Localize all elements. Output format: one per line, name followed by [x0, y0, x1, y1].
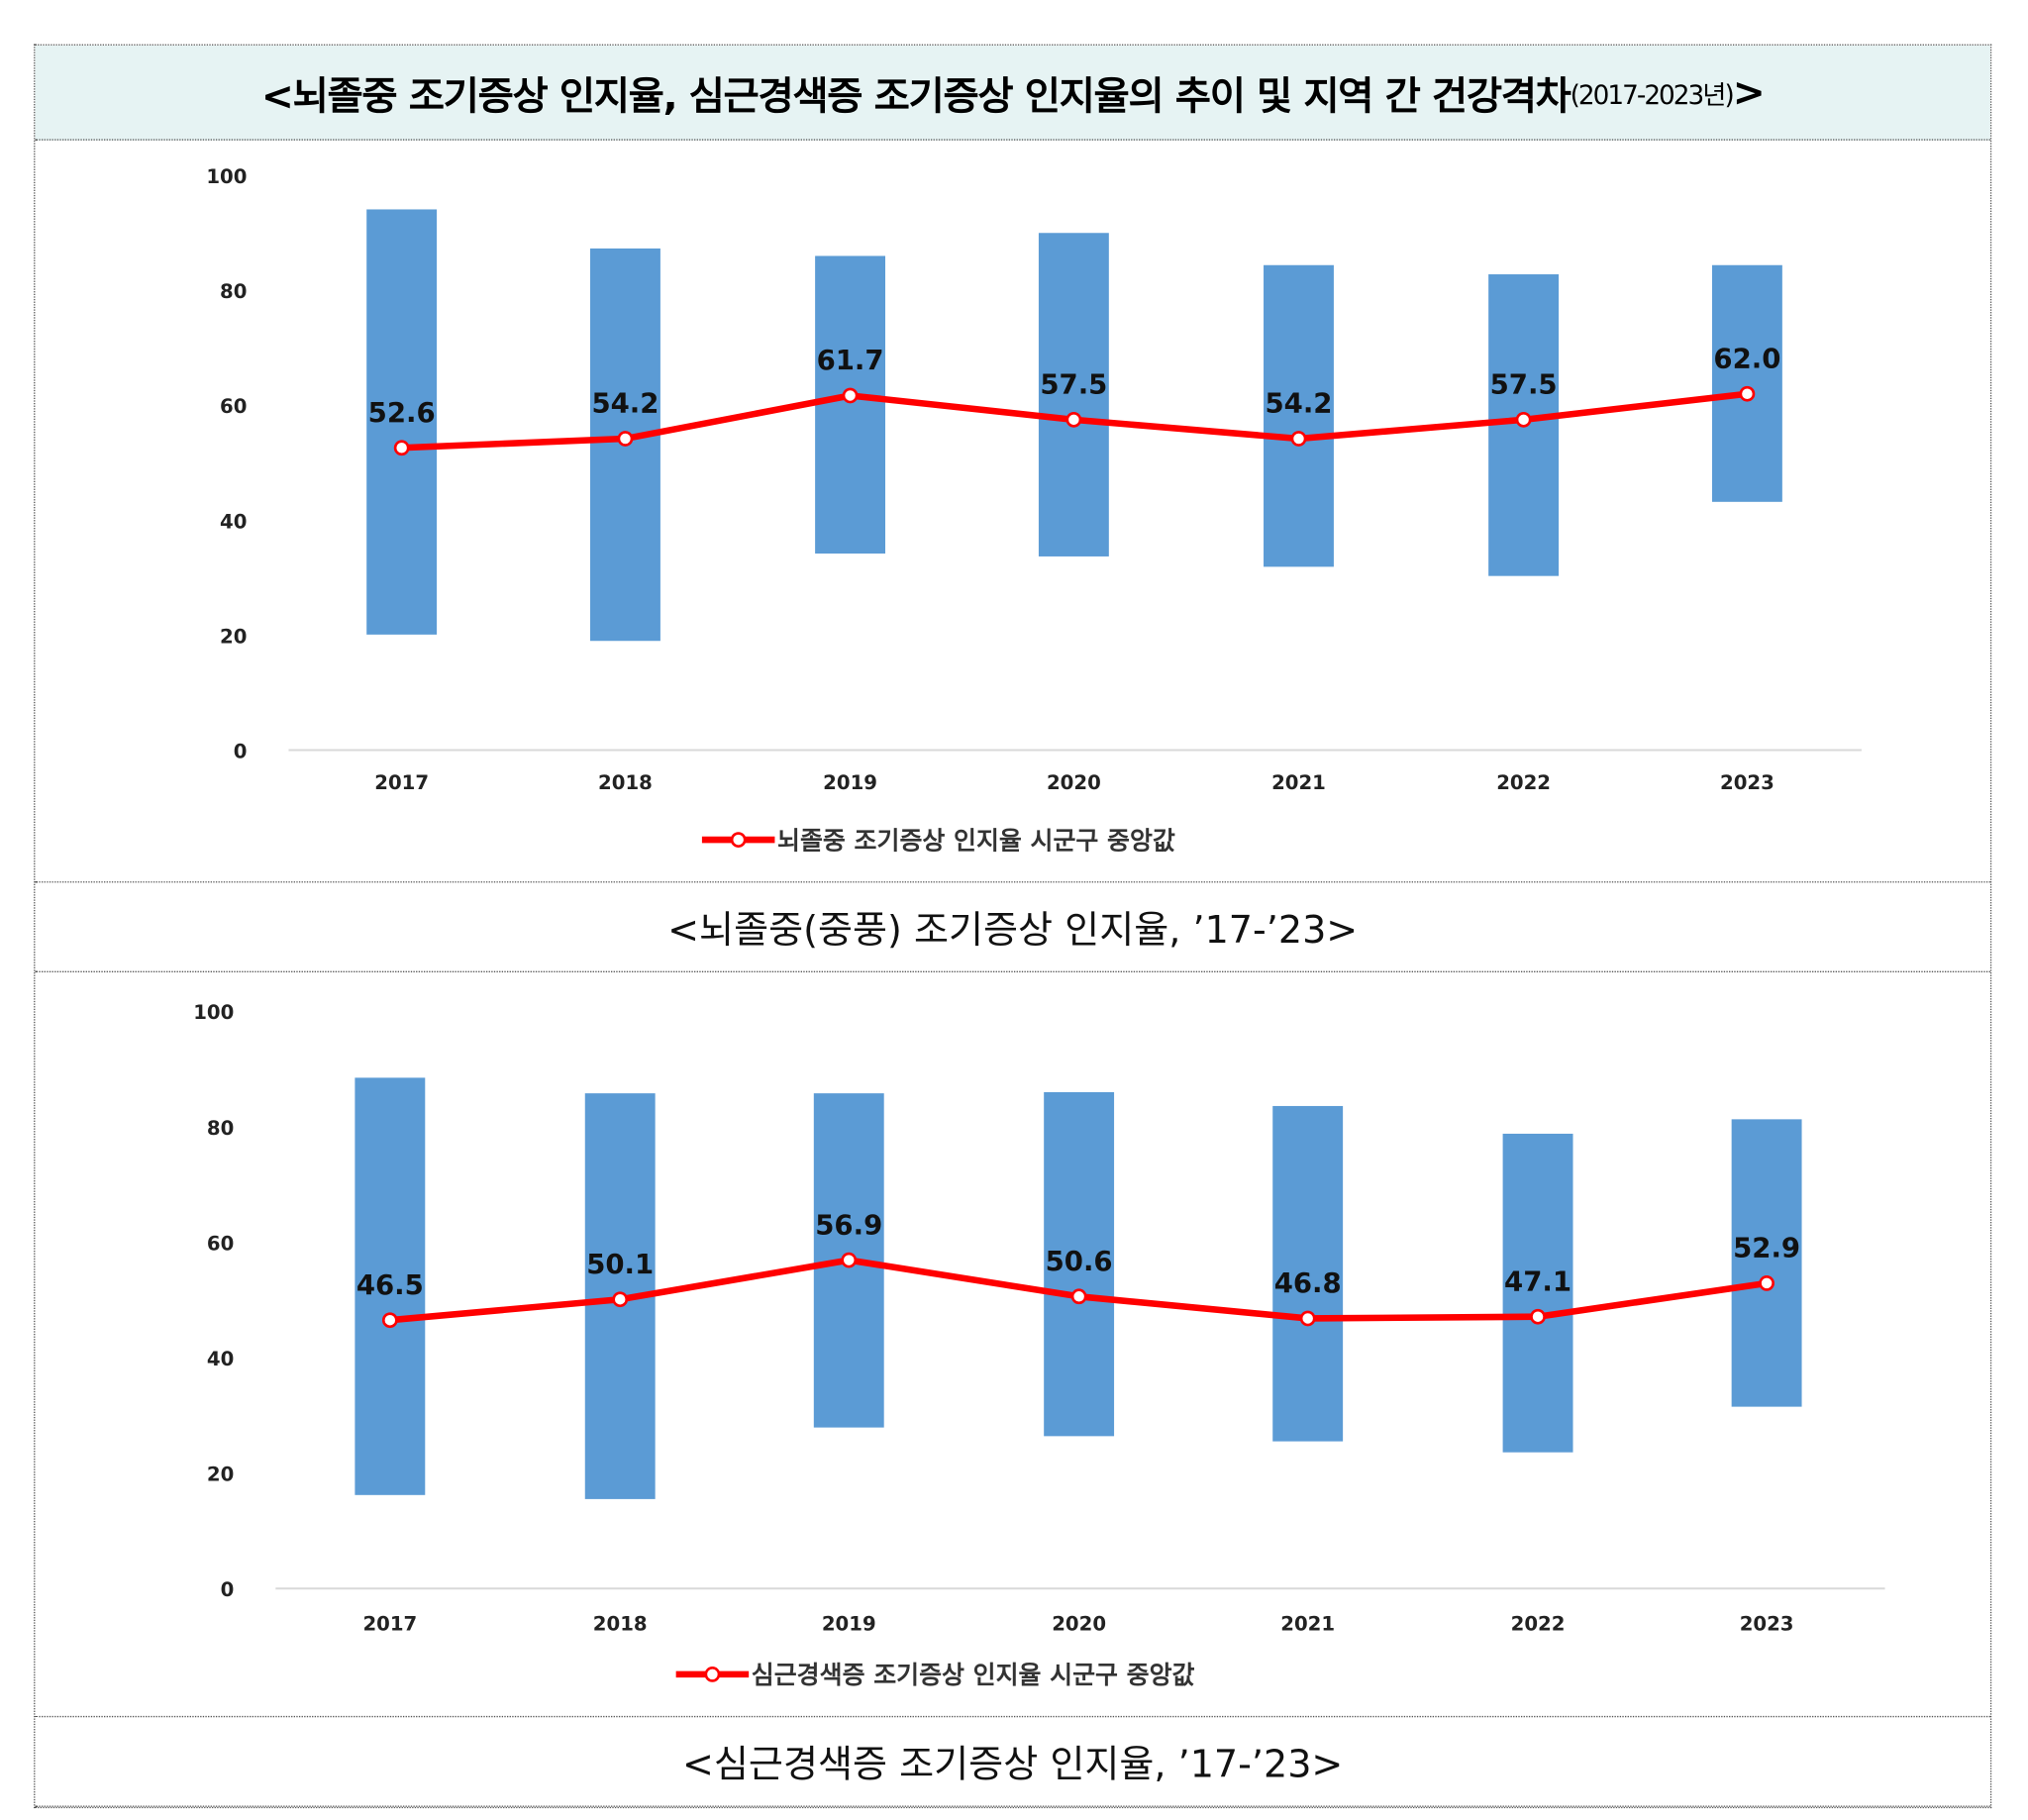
range-bar: [1038, 233, 1109, 556]
data-label: 50.1: [586, 1249, 654, 1280]
x-tick-label: 2023: [1740, 1612, 1794, 1635]
median-point: [1739, 385, 1756, 402]
x-tick-label: 2017: [362, 1612, 417, 1635]
x-tick-label: 2023: [1720, 771, 1774, 794]
median-point: [612, 1291, 629, 1308]
median-point: [617, 431, 634, 447]
x-tick-label: 2018: [598, 771, 653, 794]
median-point: [381, 1312, 398, 1329]
y-tick-label: 60: [220, 395, 247, 418]
range-bar: [1044, 1091, 1115, 1437]
y-tick-label: 100: [206, 165, 247, 188]
data-label: 46.8: [1274, 1267, 1342, 1299]
legend-marker-icon: [730, 832, 747, 848]
median-point: [1515, 411, 1532, 428]
data-label: 54.2: [591, 388, 659, 420]
median-point: [841, 1252, 858, 1268]
data-label: 57.5: [1490, 369, 1558, 401]
range-bar: [1731, 1119, 1802, 1407]
y-tick-label: 100: [193, 1001, 234, 1024]
data-label: 62.0: [1713, 343, 1780, 374]
outer-frame: [34, 44, 1992, 1809]
data-label: 50.6: [1046, 1246, 1113, 1277]
data-label: 61.7: [817, 345, 884, 376]
legend-marker-icon: [704, 1667, 721, 1682]
data-label: 47.1: [1504, 1265, 1572, 1297]
x-tick-label: 2020: [1052, 1612, 1106, 1635]
range-bar: [1502, 1133, 1573, 1453]
legend-label: 심근경색증 조기증상 인지율 시군구 중앙값: [752, 1661, 1195, 1689]
data-label: 52.9: [1733, 1233, 1800, 1264]
median-point: [1065, 411, 1082, 428]
median-point: [1759, 1275, 1774, 1291]
y-tick-label: 20: [220, 625, 247, 648]
y-tick-label: 80: [207, 1117, 234, 1140]
median-point: [1290, 431, 1307, 447]
range-bar: [1272, 1105, 1344, 1442]
data-label: 57.5: [1040, 369, 1107, 401]
median-point: [393, 440, 410, 456]
median-point: [1299, 1310, 1316, 1327]
range-bar: [1264, 264, 1334, 567]
x-tick-label: 2017: [374, 771, 429, 794]
y-tick-label: 60: [207, 1232, 234, 1255]
data-label: 46.5: [356, 1269, 424, 1301]
page-title: <뇌졸중 조기증상 인지율, 심근경색증 조기증상 인지율의 추이 및 지역 간…: [35, 45, 1990, 141]
median-point: [842, 387, 859, 404]
y-tick-label: 40: [207, 1348, 234, 1370]
data-label: 52.6: [368, 397, 436, 429]
data-label: 56.9: [815, 1209, 882, 1241]
x-tick-label: 2022: [1496, 771, 1551, 794]
y-tick-label: 20: [207, 1464, 234, 1486]
data-label: 54.2: [1266, 388, 1333, 420]
range-bar: [355, 1077, 426, 1495]
median-point: [1070, 1288, 1087, 1305]
title-main: <뇌졸중 조기증상 인지율, 심근경색증 조기증상 인지율의 추이 및 지역 간…: [260, 73, 1572, 120]
range-bar: [815, 255, 886, 555]
median-point: [1530, 1308, 1546, 1325]
stroke-chart-caption: <뇌졸중(중풍) 조기증상 인지율, ’17-’23>: [35, 881, 1990, 972]
range-bar: [1711, 264, 1782, 502]
mi-chart-caption: <심근경색증 조기증상 인지율, ’17-’23>: [35, 1715, 1990, 1807]
x-tick-label: 2022: [1511, 1612, 1566, 1635]
legend-label: 뇌졸중 조기증상 인지율 시군구 중앙값: [777, 826, 1175, 855]
x-tick-label: 2018: [593, 1612, 648, 1635]
y-tick-label: 0: [221, 1578, 235, 1601]
y-tick-label: 0: [234, 740, 248, 762]
x-tick-label: 2021: [1271, 771, 1326, 794]
x-tick-label: 2021: [1280, 1612, 1335, 1635]
y-tick-label: 40: [220, 510, 247, 533]
title-years: (2017-2023년): [1570, 78, 1735, 110]
range-bar: [366, 209, 438, 635]
x-tick-label: 2019: [822, 1612, 876, 1635]
title-close: >: [1732, 69, 1766, 116]
y-tick-label: 80: [220, 280, 247, 303]
x-tick-label: 2019: [823, 771, 877, 794]
x-tick-label: 2020: [1047, 771, 1101, 794]
